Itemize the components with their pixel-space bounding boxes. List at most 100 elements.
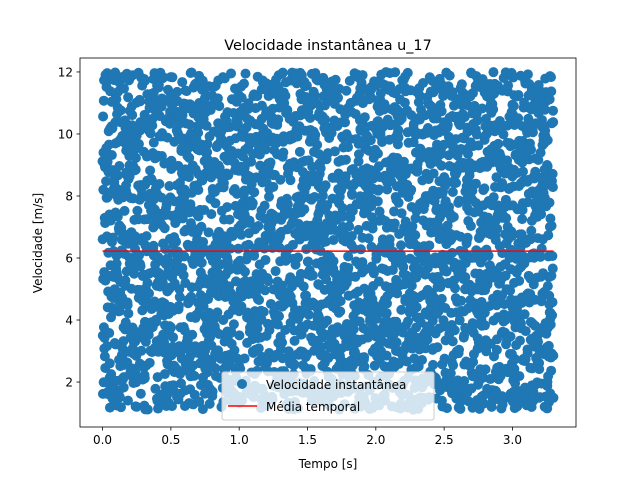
scatter-point xyxy=(289,335,300,346)
scatter-point xyxy=(146,175,157,186)
x-tick-label: 0.0 xyxy=(93,433,112,447)
scatter-point xyxy=(548,350,559,361)
scatter-point xyxy=(479,320,490,331)
scatter-point xyxy=(462,127,473,137)
scatter-point xyxy=(479,183,490,194)
scatter-point xyxy=(379,99,390,110)
scatter-point xyxy=(243,98,254,109)
scatter-point xyxy=(526,225,537,236)
scatter-point xyxy=(259,200,270,211)
scatter-point xyxy=(168,332,179,343)
scatter-point xyxy=(310,129,321,140)
scatter-point xyxy=(367,223,378,234)
scatter-point xyxy=(174,291,185,302)
scatter-point xyxy=(328,235,339,246)
scatter-point xyxy=(436,148,447,159)
scatter-point xyxy=(359,352,370,363)
scatter-point xyxy=(193,127,204,138)
scatter-point xyxy=(445,368,456,379)
scatter-point xyxy=(272,319,283,330)
scatter-point xyxy=(178,270,189,281)
scatter-point xyxy=(301,80,312,91)
y-tick-label: 12 xyxy=(58,65,73,79)
scatter-point xyxy=(391,337,402,348)
scatter-point xyxy=(189,370,200,381)
scatter-point xyxy=(406,280,417,291)
scatter-point xyxy=(340,171,351,182)
scatter-point xyxy=(158,72,169,83)
scatter-point xyxy=(526,84,537,95)
scatter-point xyxy=(214,162,225,173)
scatter-point xyxy=(497,399,508,410)
scatter-point xyxy=(545,72,556,83)
x-tick-label: 0.5 xyxy=(161,433,180,447)
scatter-point xyxy=(118,382,129,393)
scatter-point xyxy=(547,251,558,262)
scatter-point xyxy=(135,261,146,272)
scatter-point xyxy=(510,378,521,389)
legend-marker-scatter xyxy=(237,379,247,389)
scatter-point xyxy=(247,198,258,209)
scatter-point xyxy=(282,199,293,210)
scatter-point xyxy=(428,359,439,370)
scatter-point xyxy=(527,127,538,138)
scatter-point xyxy=(204,398,215,409)
plot-area xyxy=(97,67,559,415)
scatter-point xyxy=(239,353,250,364)
scatter-point xyxy=(145,128,156,139)
scatter-point xyxy=(277,353,288,364)
scatter-point xyxy=(477,103,488,114)
scatter-point xyxy=(194,396,205,407)
scatter-point xyxy=(414,90,425,101)
scatter-point xyxy=(303,256,314,267)
scatter-point xyxy=(372,148,383,159)
scatter-point xyxy=(106,369,117,380)
scatter-point xyxy=(298,281,309,292)
scatter-point xyxy=(156,150,167,161)
scatter-point xyxy=(333,92,344,103)
scatter-point xyxy=(545,319,556,330)
scatter-point xyxy=(366,92,377,103)
scatter-point xyxy=(195,380,206,390)
scatter-point xyxy=(105,86,116,97)
scatter-point xyxy=(535,251,546,262)
scatter-point xyxy=(472,115,483,126)
scatter-point xyxy=(196,221,207,232)
scatter-point xyxy=(436,160,447,171)
scatter-point xyxy=(399,97,410,108)
scatter-point xyxy=(149,219,160,230)
scatter-point xyxy=(539,104,550,115)
scatter-point xyxy=(166,155,177,166)
scatter-point xyxy=(116,402,126,413)
scatter-point xyxy=(428,168,439,179)
scatter-point xyxy=(406,184,417,195)
scatter-point xyxy=(448,211,459,222)
scatter-point xyxy=(547,263,558,274)
scatter-point xyxy=(390,67,401,78)
scatter-point xyxy=(111,258,122,269)
x-tick-label: 1.0 xyxy=(230,433,249,447)
scatter-point xyxy=(491,344,502,355)
scatter-point xyxy=(396,240,407,251)
scatter-point xyxy=(161,199,172,210)
scatter-point xyxy=(253,221,264,232)
scatter-point xyxy=(188,258,199,269)
scatter-point xyxy=(218,178,229,189)
scatter-point xyxy=(502,120,513,131)
scatter-point xyxy=(335,296,346,307)
scatter-point xyxy=(547,182,558,193)
scatter-point xyxy=(344,221,355,232)
scatter-point xyxy=(107,232,118,243)
scatter-point xyxy=(222,202,233,213)
scatter-point xyxy=(179,251,190,262)
scatter-point xyxy=(343,251,354,262)
legend: Velocidade instantânea Média temporal xyxy=(221,371,435,421)
y-tick-label: 6 xyxy=(65,252,73,266)
scatter-point xyxy=(514,371,525,382)
scatter-point xyxy=(505,331,516,342)
axes: 0.0 0.5 1.0 1.5 2.0 2.5 3.0 2 4 6 8 10 12 xyxy=(58,57,577,447)
y-tick-label: 8 xyxy=(65,189,73,203)
scatter-point xyxy=(546,86,557,97)
scatter-point xyxy=(330,74,341,85)
